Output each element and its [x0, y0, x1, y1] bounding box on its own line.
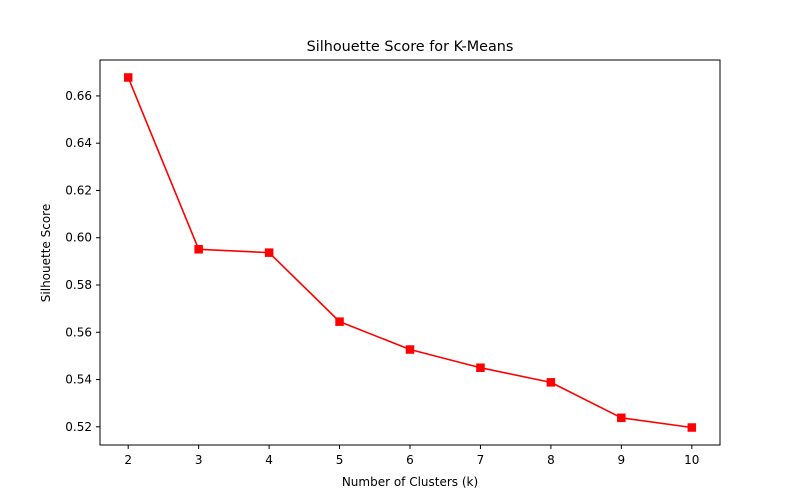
x-tick-label: 10 [684, 453, 699, 467]
y-tick-label: 0.52 [65, 420, 92, 434]
data-point-marker [687, 423, 697, 432]
ticks-layer: 2 3 4 5 6 7 8 9 10 0.52 0.54 0.56 0.58 0.60 0.62 0.64 0.… [65, 89, 699, 467]
x-axis-label: Number of Clusters (k) [342, 475, 478, 489]
chart-title: Silhouette Score for K-Means [307, 39, 514, 55]
data-point-marker [617, 413, 626, 423]
x-tick-label: 7 [477, 453, 485, 467]
y-tick-label: 0.60 [65, 231, 92, 245]
x-tick-label: 8 [547, 453, 555, 467]
x-tick-label: 4 [265, 453, 273, 467]
y-axis-label: Silhouette Score [39, 204, 53, 302]
y-tick-label: 0.58 [65, 278, 92, 292]
y-tick-label: 0.66 [65, 89, 92, 103]
y-tick-label: 0.54 [65, 373, 92, 387]
x-tick-label: 5 [336, 453, 344, 467]
data-point-marker [194, 245, 203, 254]
data-point-marker [405, 345, 415, 354]
data-point-marker [546, 378, 556, 387]
x-tick-label: 3 [195, 453, 203, 467]
y-tick-label: 0.64 [65, 136, 92, 150]
x-tick-label: 9 [618, 453, 626, 467]
y-tick-label: 0.56 [65, 325, 92, 339]
series-line [127, 77, 692, 429]
y-tick-label: 0.62 [65, 183, 92, 197]
data-point-marker [476, 363, 485, 372]
plot-frame [99, 59, 721, 446]
x-tick-label: 6 [406, 453, 414, 467]
data-point-marker [123, 73, 133, 82]
plot-layer [123, 73, 697, 432]
data-point-marker [335, 317, 344, 326]
x-tick-label: 2 [124, 453, 132, 467]
data-point-marker [264, 248, 274, 257]
